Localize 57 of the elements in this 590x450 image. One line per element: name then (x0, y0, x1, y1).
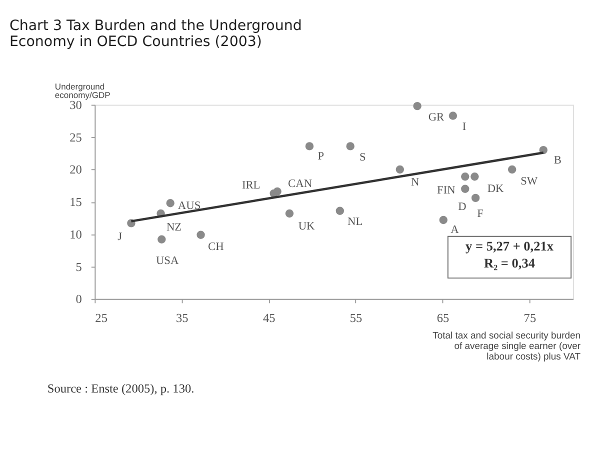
y-tick-label: 0 (76, 292, 82, 306)
source-note: Source : Enste (2005), p. 130. (47, 382, 194, 396)
annotation: UK (298, 220, 316, 233)
annotation: S (359, 151, 366, 164)
y-axis-title: Underground economy/GDP (54, 82, 111, 100)
annotation: FIN (437, 184, 456, 197)
annotation: P (318, 150, 324, 162)
y-tick-label: 25 (70, 130, 82, 144)
annotation: CH (208, 241, 224, 253)
x-tick-label: 45 (262, 311, 276, 326)
y-tick-label: 30 (70, 98, 82, 112)
point (305, 142, 314, 150)
annotation: SW (520, 176, 538, 188)
annotation: y = 5,27 + 0,21x R₂ = 0,34 (466, 238, 554, 271)
point (413, 102, 422, 110)
annotation: N (410, 176, 420, 189)
annotation: DK (487, 182, 505, 195)
point (396, 165, 404, 174)
point (285, 209, 294, 218)
point (273, 187, 282, 196)
annotation: NZ (166, 222, 182, 234)
annotation: J (118, 231, 123, 244)
annotation: CAN (288, 178, 312, 190)
x-tick-label: 75 (524, 311, 536, 326)
text: Economy in OECD Countries (2003) (9, 34, 262, 50)
point (439, 216, 448, 224)
y-tick-label: 5 (76, 260, 82, 274)
point (166, 199, 174, 208)
annotation: D (458, 200, 466, 213)
point (471, 194, 480, 202)
annotation: NL (347, 216, 363, 228)
annotation: I (462, 120, 466, 133)
point (470, 172, 479, 181)
annotation: IRL (242, 180, 260, 192)
annotation: A (450, 224, 460, 236)
point (336, 206, 344, 215)
x-axis-title: Total tax and social security burden of average single earner (over labour costs) plus VAT (432, 330, 581, 363)
text: Chart 3 Tax Burden and the Underground (9, 18, 302, 34)
point (158, 235, 166, 244)
annotation: USA (156, 255, 180, 267)
annotation: AUS (178, 200, 201, 212)
x-tick-label: 25 (95, 311, 108, 326)
point (196, 230, 205, 239)
x-tick-label: 35 (176, 311, 188, 326)
y-tick-label: 20 (70, 162, 82, 177)
point (346, 142, 354, 150)
point (448, 112, 458, 120)
point (461, 184, 470, 193)
annotation: GR (428, 111, 445, 124)
x-tick-label: 55 (350, 311, 362, 326)
y-tick-label: 10 (70, 227, 82, 242)
y-tick-label: 15 (70, 195, 82, 210)
annotation: F (477, 208, 484, 220)
point (508, 165, 516, 174)
point (461, 172, 470, 181)
annotation: B (554, 154, 562, 166)
x-tick-label: 65 (436, 311, 450, 326)
